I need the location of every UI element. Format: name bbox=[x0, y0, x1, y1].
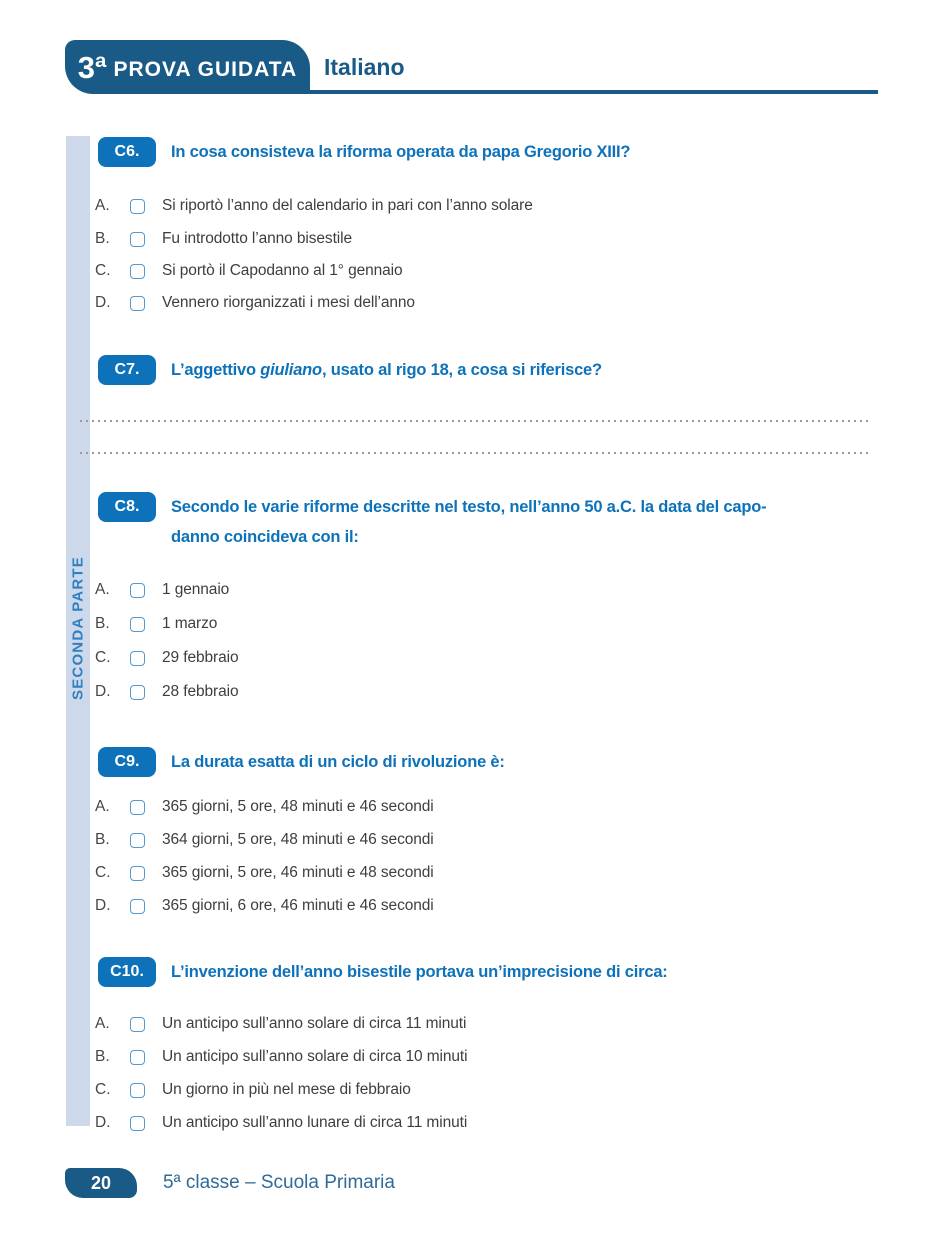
answer-checkbox[interactable] bbox=[130, 582, 145, 598]
option-row: D. Un anticipo sull’anno lunare di circa… bbox=[95, 1113, 467, 1133]
option-text: Si riportò l’anno del calendario in pari… bbox=[162, 197, 533, 214]
option-text: Un anticipo sull’anno lunare di circa 11… bbox=[162, 1114, 468, 1131]
answer-checkbox[interactable] bbox=[130, 650, 145, 666]
question-text: L’invenzione dell’anno bisestile portava… bbox=[171, 963, 668, 981]
answer-checkbox[interactable] bbox=[130, 616, 145, 632]
question-badge: C10. bbox=[98, 957, 156, 987]
option-letter: B. bbox=[95, 831, 110, 848]
option-row: A. 1 gennaio bbox=[95, 580, 229, 600]
sidebar-strip bbox=[66, 136, 90, 1126]
option-text: Fu introdotto l’anno bisestile bbox=[162, 230, 353, 247]
option-letter: D. bbox=[95, 897, 111, 914]
option-text: 28 febbraio bbox=[162, 683, 239, 700]
option-letter: B. bbox=[95, 230, 110, 247]
footer-caption: 5ª classe – Scuola Primaria bbox=[163, 1172, 395, 1193]
option-text: Un giorno in più nel mese di febbraio bbox=[162, 1081, 411, 1098]
question-text: La durata esatta di un ciclo di rivoluzi… bbox=[171, 753, 505, 771]
question-c10: C10. L’invenzione dell’anno bisestile po… bbox=[98, 957, 668, 987]
option-letter: C. bbox=[95, 864, 111, 881]
question-text: L’aggettivo giuliano, usato al rigo 18, … bbox=[171, 355, 602, 385]
option-letter: A. bbox=[95, 1015, 110, 1032]
answer-line[interactable] bbox=[80, 452, 870, 454]
option-letter: C. bbox=[95, 1081, 111, 1098]
answer-checkbox[interactable] bbox=[130, 263, 145, 279]
question-c7: C7. L’aggettivo giuliano, usato al rigo … bbox=[98, 355, 602, 385]
question-text-line: Secondo le varie riforme descritte nel t… bbox=[171, 498, 767, 516]
option-text: 365 giorni, 5 ore, 48 minuti e 46 second… bbox=[162, 798, 434, 815]
option-row: A. Un anticipo sull’anno solare di circa… bbox=[95, 1014, 466, 1034]
answer-checkbox[interactable] bbox=[130, 684, 145, 700]
subject-label: Italiano bbox=[324, 54, 405, 80]
question-c6: C6. In cosa consisteva la riforma operat… bbox=[98, 137, 631, 167]
question-text-suffix: , usato al rigo 18, a cosa si riferisce? bbox=[321, 361, 602, 379]
option-text: Un anticipo sull’anno solare di circa 11… bbox=[162, 1015, 467, 1032]
page-number: 20 bbox=[90, 1172, 112, 1193]
question-c9: C9. La durata esatta di un ciclo di rivo… bbox=[98, 747, 505, 777]
question-badge: C6. bbox=[98, 137, 156, 167]
option-letter: A. bbox=[95, 581, 110, 598]
answer-checkbox[interactable] bbox=[130, 799, 145, 815]
option-text: 365 giorni, 5 ore, 46 minuti e 48 second… bbox=[162, 864, 434, 881]
page-number-tab: 20 bbox=[65, 1168, 137, 1198]
option-text: 364 giorni, 5 ore, 48 minuti e 46 second… bbox=[162, 831, 434, 848]
answer-line[interactable] bbox=[80, 420, 870, 422]
question-badge: C7. bbox=[98, 355, 156, 385]
question-text: Secondo le varie riforme descritte nel t… bbox=[171, 492, 767, 552]
option-row: B. 364 giorni, 5 ore, 48 minuti e 46 sec… bbox=[95, 830, 434, 850]
question-text-prefix: L’aggettivo bbox=[171, 361, 261, 379]
option-row: B. Un anticipo sull’anno solare di circa… bbox=[95, 1047, 468, 1067]
answer-checkbox[interactable] bbox=[130, 198, 145, 214]
option-letter: D. bbox=[95, 294, 111, 311]
option-text: 1 marzo bbox=[162, 615, 218, 632]
question-badge: C9. bbox=[98, 747, 156, 777]
answer-checkbox[interactable] bbox=[130, 1082, 145, 1098]
option-row: B. 1 marzo bbox=[95, 614, 217, 634]
option-letter: C. bbox=[95, 262, 111, 279]
answer-checkbox[interactable] bbox=[130, 898, 145, 914]
answer-checkbox[interactable] bbox=[130, 1049, 145, 1065]
header-rule bbox=[309, 90, 878, 94]
sidebar-section-label: SECONDA PARTE bbox=[69, 556, 87, 700]
option-row: A. 365 giorni, 5 ore, 48 minuti e 46 sec… bbox=[95, 797, 434, 817]
option-text: 365 giorni, 6 ore, 46 minuti e 46 second… bbox=[162, 897, 434, 914]
option-text: Un anticipo sull’anno solare di circa 10… bbox=[162, 1048, 468, 1065]
option-text: 1 gennaio bbox=[162, 581, 230, 598]
answer-checkbox[interactable] bbox=[130, 832, 145, 848]
answer-checkbox[interactable] bbox=[130, 231, 145, 247]
option-letter: A. bbox=[95, 197, 110, 214]
header-tab-title: PROVA GUIDATA bbox=[113, 57, 298, 81]
option-letter: C. bbox=[95, 649, 111, 666]
option-row: C. 29 febbraio bbox=[95, 648, 239, 668]
option-row: D. 28 febbraio bbox=[95, 682, 239, 702]
option-letter: D. bbox=[95, 683, 111, 700]
answer-checkbox[interactable] bbox=[130, 865, 145, 881]
option-letter: B. bbox=[95, 1048, 110, 1065]
option-row: B. Fu introdotto l’anno bisestile bbox=[95, 229, 352, 249]
answer-checkbox[interactable] bbox=[130, 1016, 145, 1032]
option-letter: D. bbox=[95, 1114, 111, 1131]
question-text-line: danno coincideva con il: bbox=[171, 528, 359, 546]
option-text: Vennero riorganizzati i mesi dell’anno bbox=[162, 294, 415, 311]
option-letter: A. bbox=[95, 798, 110, 815]
question-badge: C8. bbox=[98, 492, 156, 522]
answer-checkbox[interactable] bbox=[130, 1115, 145, 1131]
option-row: D. 365 giorni, 6 ore, 46 minuti e 46 sec… bbox=[95, 896, 434, 916]
header-tab: 3ª PROVA GUIDATA bbox=[65, 40, 310, 94]
option-row: A. Si riportò l’anno del calendario in p… bbox=[95, 196, 533, 216]
option-row: C. Si portò il Capodanno al 1° gennaio bbox=[95, 261, 403, 281]
option-letter: B. bbox=[95, 615, 110, 632]
header-tab-number: 3ª bbox=[77, 49, 107, 85]
question-text: In cosa consisteva la riforma operata da… bbox=[171, 143, 631, 161]
question-text-italic: giuliano bbox=[260, 361, 322, 379]
question-c8: C8. Secondo le varie riforme descritte n… bbox=[98, 492, 767, 552]
option-row: C. 365 giorni, 5 ore, 46 minuti e 48 sec… bbox=[95, 863, 434, 883]
answer-checkbox[interactable] bbox=[130, 295, 145, 311]
option-text: Si portò il Capodanno al 1° gennaio bbox=[162, 262, 403, 279]
option-row: C. Un giorno in più nel mese di febbraio bbox=[95, 1080, 411, 1100]
option-text: 29 febbraio bbox=[162, 649, 239, 666]
option-row: D. Vennero riorganizzati i mesi dell’ann… bbox=[95, 293, 415, 313]
